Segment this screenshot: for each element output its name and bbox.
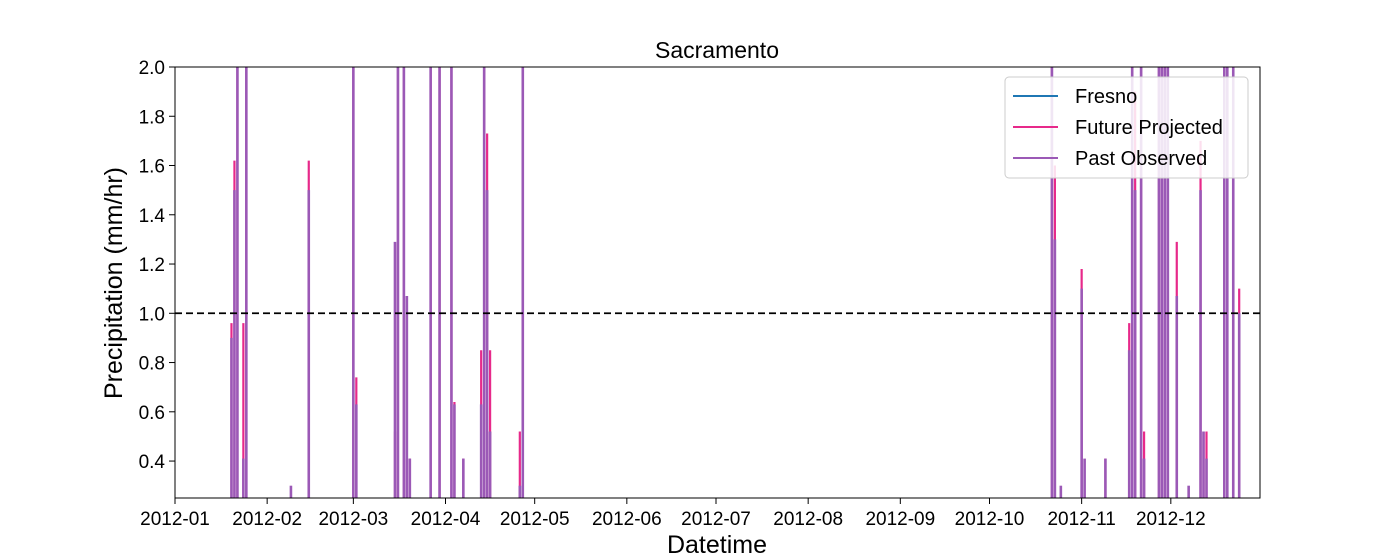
- x-tick-label: 2012-02: [232, 509, 302, 530]
- legend-label-fresno: Fresno: [1075, 86, 1137, 108]
- legend-box: [1004, 76, 1249, 179]
- plot-frame: [174, 66, 1261, 499]
- y-tick-label: 1.2: [139, 255, 165, 276]
- y-axis-title: Precipitation (mm/hr): [100, 167, 128, 399]
- x-tick-label: 2012-06: [592, 509, 662, 530]
- y-tick-label: 1.0: [139, 304, 165, 325]
- y-tick-label: 0.4: [139, 452, 166, 473]
- x-tick-label: 2012-07: [681, 509, 751, 530]
- x-tick-label: 2012-03: [318, 509, 388, 530]
- x-tick-label: 2012-04: [411, 509, 481, 530]
- legend-label-past-observed: Past Observed: [1075, 148, 1207, 170]
- y-tick-label: 0.8: [139, 354, 165, 375]
- y-axis: 0.4 0.6 0.8 1.0 1.2 1.4 1.6 1.8 2.0: [139, 58, 175, 473]
- x-tick-label: 2012-08: [773, 509, 843, 530]
- x-axis-title: Datetime: [667, 531, 767, 559]
- y-tick-label: 1.8: [139, 107, 165, 128]
- x-tick-label: 2012-10: [955, 509, 1025, 530]
- legend: Fresno Future Projected Past Observed: [1004, 76, 1249, 179]
- x-axis: 2012-01 2012-02 2012-03 2012-04 2012-05 2012-…: [140, 498, 1206, 530]
- y-tick-label: 1.6: [139, 157, 165, 178]
- chart-title: Sacramento: [655, 37, 779, 63]
- y-tick-label: 2.0: [139, 58, 165, 79]
- legend-label-future-projected: Future Projected: [1075, 117, 1223, 139]
- x-tick-label: 2012-11: [1047, 509, 1115, 530]
- x-tick-label: 2012-01: [140, 509, 210, 530]
- x-tick-label: 2012-12: [1136, 509, 1206, 530]
- y-tick-label: 0.6: [139, 403, 165, 424]
- x-tick-label: 2012-05: [500, 509, 570, 530]
- x-tick-label: 2012-09: [865, 509, 935, 530]
- y-tick-label: 1.4: [139, 206, 166, 227]
